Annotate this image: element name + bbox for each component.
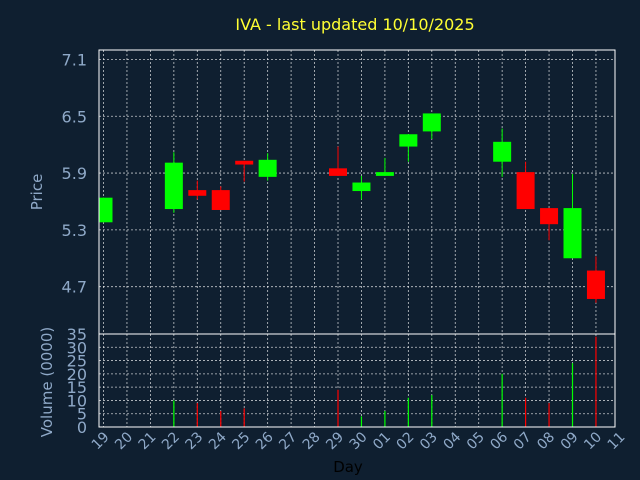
candle: [329, 146, 347, 176]
volume-y-tick-label: 10: [67, 391, 87, 410]
candle: [235, 160, 254, 182]
volume-bar: [595, 336, 597, 427]
volume-y-tick-label: 20: [67, 365, 87, 384]
x-tick-label: 27: [276, 429, 300, 453]
x-tick-label: 03: [417, 429, 441, 453]
price-y-ticks: 7.1 6.5 5.9 5.3 4.7: [62, 50, 87, 296]
x-tick-label: 08: [534, 429, 558, 453]
candle-body: [99, 197, 113, 223]
volume-axis-label: Volume (0000): [38, 327, 56, 437]
candle-body: [399, 134, 418, 147]
candle-body: [188, 190, 207, 196]
candle-body: [516, 172, 535, 210]
candle-body: [540, 208, 559, 225]
candle: [516, 161, 535, 210]
candle: [540, 208, 559, 241]
x-tick-label: 20: [112, 429, 136, 453]
volume-bar: [173, 400, 175, 427]
volume-bar: [525, 397, 527, 427]
volume-y-tick-label: 30: [67, 338, 87, 357]
volume-y-tick-label: 0: [77, 418, 87, 437]
volume-bar: [571, 363, 574, 427]
candle: [493, 128, 512, 177]
x-tick-label: 21: [136, 429, 160, 453]
x-tick-label: 11: [605, 429, 629, 453]
x-tick-label: 04: [440, 429, 464, 453]
price-y-tick-label: 7.1: [62, 50, 87, 69]
volume-bar: [501, 373, 503, 427]
x-tick-label: 22: [159, 429, 183, 453]
candle: [164, 152, 183, 213]
candle-body: [258, 159, 277, 177]
x-tick-label: 02: [394, 429, 418, 453]
candle: [563, 174, 582, 259]
x-tick-label: 30: [347, 429, 371, 453]
x-tick-label: 23: [183, 429, 207, 453]
candle-body: [329, 168, 347, 176]
candle-body: [586, 270, 605, 299]
volume-bar: [548, 403, 550, 427]
volume-y-tick-label: 15: [67, 378, 87, 397]
candle-body: [375, 172, 394, 176]
volume-bars: [173, 336, 597, 427]
price-y-tick-label: 5.3: [62, 221, 87, 240]
candle-body: [164, 162, 183, 210]
volume-bar: [337, 389, 339, 427]
candle: [188, 180, 207, 200]
x-tick-label: 19: [89, 429, 113, 453]
volume-gridlines: [99, 334, 615, 427]
price-panel: 7.1 6.5 5.9 5.3 4.7 Price: [28, 49, 616, 335]
price-y-tick-label: 4.7: [62, 278, 87, 297]
volume-frame: [98, 333, 616, 428]
x-tick-label: 24: [206, 429, 230, 453]
volume-y-tick-label: 25: [67, 352, 87, 371]
candle: [258, 153, 277, 181]
volume-bar: [243, 408, 245, 427]
volume-bar: [360, 416, 363, 427]
volume-bar: [384, 411, 386, 427]
price-axis-label: Price: [28, 174, 46, 211]
volume-bar: [407, 397, 409, 427]
x-tick-label: 01: [370, 429, 394, 453]
candle-body: [235, 160, 254, 165]
candle: [352, 175, 371, 200]
candle-body: [493, 141, 512, 162]
x-axis-ticks: 19 20 21 22 23 24 25 26 27 28 29 30 01 02 03 04 05 06 07 08…: [89, 429, 629, 453]
candle: [211, 186, 230, 210]
chart-title: IVA - last updated 10/10/2025: [235, 15, 474, 34]
candles: [99, 113, 605, 303]
x-tick-label: 06: [487, 429, 511, 453]
candle: [399, 134, 418, 162]
x-tick-label: 26: [253, 429, 277, 453]
candle: [99, 197, 113, 223]
candle-body: [563, 208, 582, 259]
candle: [375, 157, 394, 176]
candle: [586, 256, 605, 303]
volume-y-tick-label: 35: [67, 325, 87, 344]
x-tick-label: 10: [581, 429, 605, 453]
x-axis-label: Day: [333, 458, 363, 476]
x-tick-label: 07: [511, 429, 535, 453]
x-tick-label: 25: [229, 429, 253, 453]
x-tick-label: 05: [464, 429, 488, 453]
volume-bar: [431, 395, 433, 427]
x-tick-label: 29: [323, 429, 347, 453]
candle: [422, 113, 441, 139]
candle-body: [352, 182, 371, 192]
volume-y-tick-label: 5: [77, 405, 87, 424]
x-tick-label: 09: [558, 429, 582, 453]
candle-body: [211, 190, 230, 210]
volume-bar: [220, 411, 222, 427]
price-y-tick-label: 6.5: [62, 107, 87, 126]
volume-bar: [196, 403, 198, 427]
candle-body: [422, 113, 441, 132]
price-y-tick-label: 5.9: [62, 164, 87, 183]
x-tick-label: 28: [300, 429, 324, 453]
